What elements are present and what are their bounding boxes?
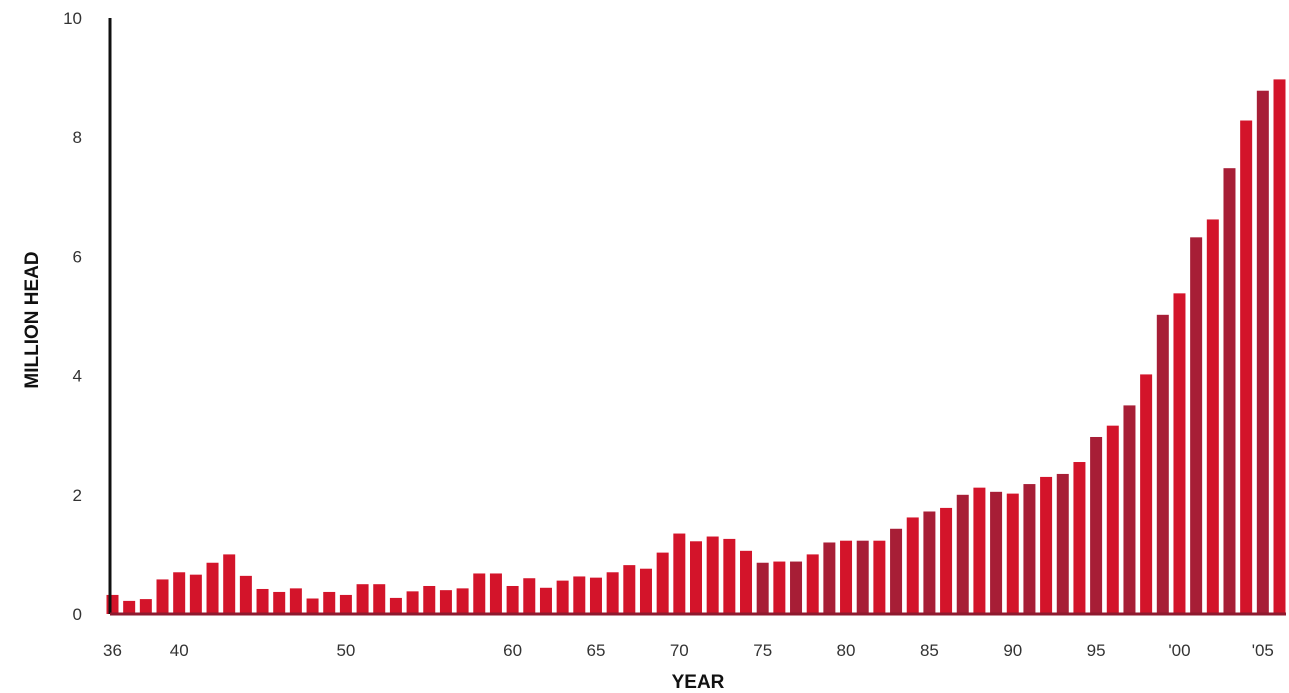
bar-1988 <box>973 487 986 614</box>
x-tick-label: '00 <box>1168 641 1190 660</box>
bar-1993 <box>1056 473 1069 614</box>
bar-1953 <box>389 597 402 614</box>
bar-1995 <box>1090 436 1103 614</box>
x-tick-label: 95 <box>1087 641 1106 660</box>
bar-1955 <box>423 585 436 614</box>
bar-1952 <box>373 584 386 614</box>
bar-1982 <box>873 540 886 614</box>
bar-1971 <box>690 541 702 614</box>
bar-1980 <box>840 540 853 614</box>
bar-2003 <box>1223 168 1236 614</box>
bar-1973 <box>723 538 736 614</box>
bar-1975 <box>756 562 769 614</box>
bar-1943 <box>223 554 236 614</box>
bar-1983 <box>890 528 903 614</box>
bar-1958 <box>473 573 486 614</box>
bar-1961 <box>523 578 536 614</box>
bar-1946 <box>273 591 286 614</box>
bar-1991 <box>1023 484 1036 614</box>
bar-1970 <box>673 533 686 614</box>
bar-1939 <box>156 579 169 614</box>
bar-1964 <box>573 576 586 614</box>
x-tick-label: 85 <box>920 641 939 660</box>
bar-1963 <box>556 580 569 614</box>
x-tick-label: 36 <box>103 641 122 660</box>
bar-1977 <box>790 561 803 614</box>
y-tick-label: 0 <box>73 605 82 624</box>
bar-1985 <box>923 511 936 614</box>
bar-2000 <box>1173 293 1186 614</box>
x-tick-label: 65 <box>587 641 606 660</box>
bar-1986 <box>940 507 953 614</box>
bar-1989 <box>990 491 1003 614</box>
bar-1960 <box>506 585 519 614</box>
bar-1941 <box>189 574 202 614</box>
bars-group <box>106 79 1286 614</box>
x-tick-label: 40 <box>170 641 189 660</box>
bar-1944 <box>239 575 252 614</box>
x-tick-label: 60 <box>503 641 522 660</box>
bar-2002 <box>1206 219 1219 614</box>
bar-1996 <box>1106 425 1119 614</box>
x-tick-label: 70 <box>670 641 689 660</box>
bar-1942 <box>206 562 219 614</box>
bar-2006 <box>1273 79 1286 614</box>
bar-1976 <box>773 561 786 614</box>
bar-1940 <box>173 572 186 614</box>
x-tick-label: 80 <box>837 641 856 660</box>
bar-1984 <box>906 517 919 614</box>
y-tick-label: 8 <box>73 128 82 147</box>
y-tick-label: 10 <box>63 9 82 28</box>
y-tick-label: 4 <box>73 367 82 386</box>
bar-1994 <box>1073 462 1086 614</box>
bar-1998 <box>1140 374 1153 614</box>
x-tick-label: 50 <box>336 641 355 660</box>
y-tick-label: 6 <box>73 247 82 266</box>
bar-1962 <box>539 587 552 614</box>
bar-1997 <box>1123 405 1136 614</box>
bar-1967 <box>623 565 636 614</box>
bar-1954 <box>406 591 419 614</box>
bar-2005 <box>1256 90 1269 614</box>
bar-1947 <box>289 588 302 614</box>
bar-1965 <box>589 577 602 614</box>
x-tick-label: '05 <box>1252 641 1274 660</box>
bar-1968 <box>639 568 652 614</box>
bar-1937 <box>123 600 136 614</box>
bar-1979 <box>823 542 836 614</box>
y-axis-title: MILLION HEAD <box>22 251 43 388</box>
bar-1966 <box>606 572 619 614</box>
bar-1974 <box>740 550 753 614</box>
bar-1945 <box>256 588 269 614</box>
bar-1969 <box>656 552 669 614</box>
bar-1992 <box>1040 476 1053 614</box>
bar-1956 <box>439 590 452 614</box>
bar-1950 <box>339 594 352 614</box>
bar-2004 <box>1240 120 1253 614</box>
bar-1990 <box>1006 493 1019 614</box>
bar-1972 <box>706 536 719 614</box>
bar-1936 <box>106 594 119 614</box>
x-tick-label: 75 <box>753 641 772 660</box>
bar-1959 <box>489 573 502 614</box>
x-tick-label: 90 <box>1003 641 1022 660</box>
bar-1981 <box>856 540 869 614</box>
x-tick-labels: 36 40 50 60 65 70 75 80 85 90 95 '00 '05 <box>103 641 1274 660</box>
bar-1987 <box>956 494 969 614</box>
bar-1957 <box>456 588 469 614</box>
y-tick-label: 2 <box>73 486 82 505</box>
bar-2001 <box>1190 237 1203 614</box>
bar-1948 <box>306 598 319 614</box>
x-axis-title: YEAR <box>672 672 725 693</box>
bar-1949 <box>323 591 336 614</box>
bar-1999 <box>1156 314 1169 614</box>
bar-1951 <box>356 584 369 614</box>
bar-1938 <box>139 599 152 614</box>
y-tick-labels: 0 2 4 6 8 10 <box>63 9 82 624</box>
bar-1978 <box>806 554 819 614</box>
